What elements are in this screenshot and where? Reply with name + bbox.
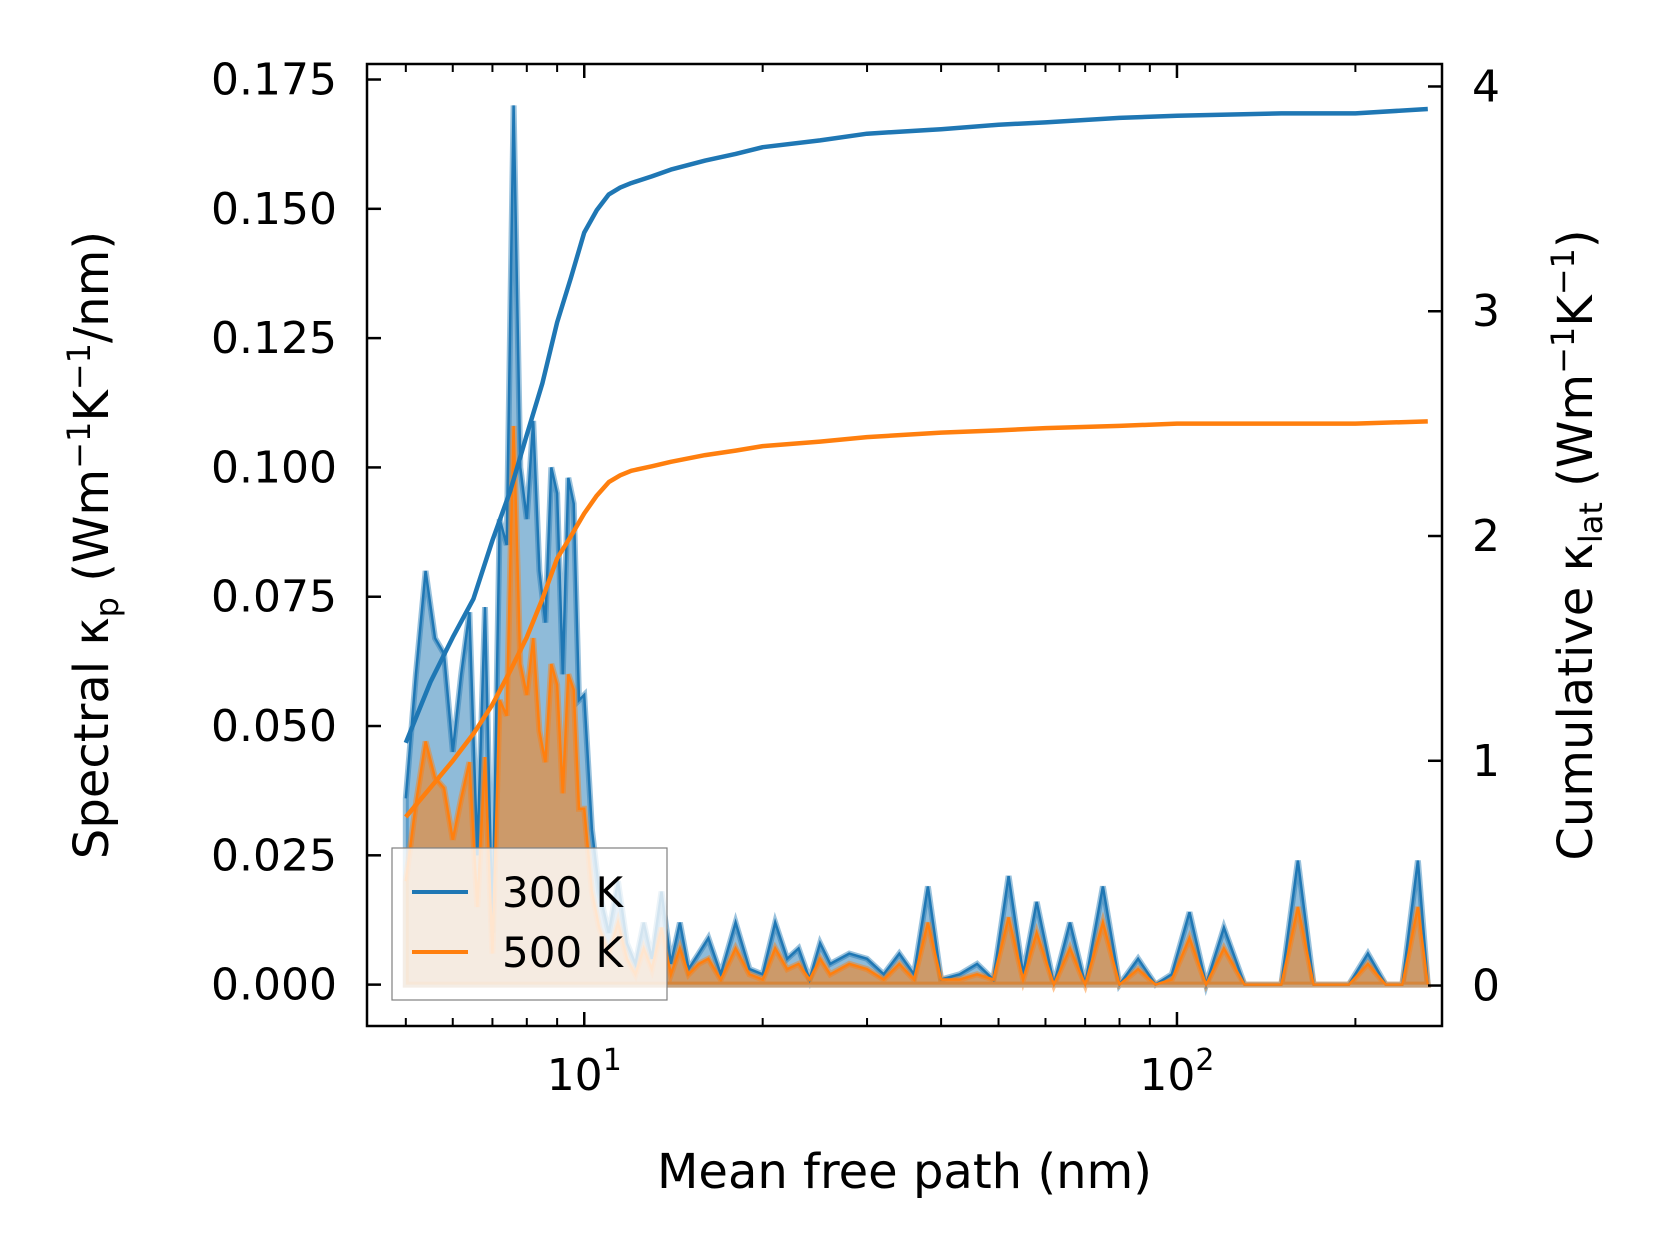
y-tick-label: 0.075	[211, 572, 337, 623]
y2-axis-title-open: (Wm	[1548, 374, 1604, 502]
y-tick-label: 0.175	[211, 55, 337, 106]
x-tick-label-exp: 1	[603, 1043, 622, 1078]
y-axis-title-sub: p	[88, 597, 126, 617]
x-tick-label: 102	[1139, 1043, 1214, 1101]
y2-axis-title: Cumulative κlat (Wm−1K−1)	[1544, 229, 1610, 860]
legend-label-300k: 300 K	[502, 868, 625, 917]
cumulative-line-500k	[404, 419, 1428, 819]
cumulative-line-300k	[403, 106, 1428, 744]
y-axis-title-close: /nm)	[64, 231, 120, 343]
y-axis-title-sup2: −1	[60, 343, 98, 390]
cumulative-lines	[403, 106, 1428, 819]
y-tick-label: 0.050	[211, 701, 337, 752]
x-tick-label-base: 10	[547, 1050, 603, 1101]
y2-tick-label: 2	[1472, 511, 1500, 562]
axes-frame	[365, 62, 1444, 1028]
y2-tick-label: 0	[1472, 961, 1500, 1012]
y2-axis-title-sub: lat	[1572, 502, 1610, 543]
y2-axis-title-prefix: Cumulative κ	[1548, 543, 1604, 861]
x-tick-label-exp: 2	[1195, 1043, 1214, 1078]
y-tick-label: 0.125	[211, 313, 337, 364]
y2-axis-title-sup2: −1	[1544, 248, 1582, 295]
y-tick-label: 0.100	[211, 442, 337, 493]
legend-box	[391, 847, 668, 1001]
y-axis-title-prefix: Spectral κ	[64, 617, 120, 859]
legend-label-500k: 500 K	[502, 928, 625, 977]
y2-tick-label: 3	[1472, 286, 1500, 337]
spectral-line-500k	[404, 425, 1430, 989]
y-axis-title: Spectral κp (Wm−1K−1/nm)	[60, 231, 126, 859]
spectral-line-300k	[404, 105, 1430, 990]
x-tick-label: 101	[547, 1043, 622, 1101]
x-axis-title: Mean free path (nm)	[657, 1144, 1152, 1200]
y-axis-title-open: (Wm	[64, 469, 120, 597]
y-axis-title-mid: K	[64, 389, 120, 422]
y-tick-label: 0.150	[211, 184, 337, 235]
y-tick-label: 0.025	[211, 830, 337, 881]
x-tick-label-base: 10	[1139, 1050, 1195, 1101]
legend: 300 K 500 K	[391, 847, 668, 1001]
y2-tick-label: 4	[1472, 61, 1500, 112]
y-axis-title-sup1: −1	[60, 422, 98, 469]
axis-ticks	[367, 64, 1442, 1026]
y2-axis-title-sup1: −1	[1544, 327, 1582, 374]
tick-labels: 0.000 0.025 0.050 0.075 0.100 0.125 0.150 0.175…	[211, 55, 1500, 1101]
y2-axis-title-mid: K	[1548, 294, 1604, 327]
y-tick-label: 0.000	[211, 960, 337, 1011]
spectral-lines	[404, 105, 1430, 990]
y2-axis-title-close: )	[1548, 229, 1604, 248]
y2-tick-label: 1	[1472, 736, 1500, 787]
